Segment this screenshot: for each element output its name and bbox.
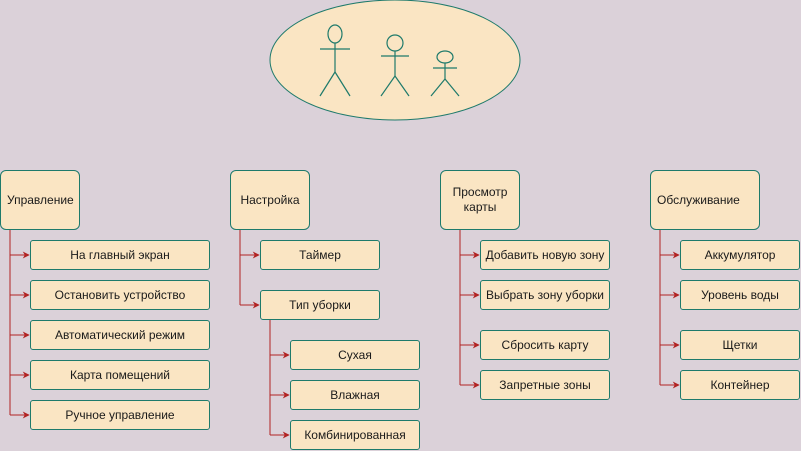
- actors-group: [269, 0, 521, 121]
- item-prosmotr-1: Выбрать зону уборки: [480, 280, 610, 310]
- item-upravlenie-1: Остановить устройство: [30, 280, 210, 310]
- item-upravlenie-2: Автоматический режим: [30, 320, 210, 350]
- item-prosmotr-0: Добавить новую зону: [480, 240, 610, 270]
- item-obsluzhivanie-1: Уровень воды: [680, 280, 800, 310]
- category-nastroyka: Настройка: [230, 170, 310, 230]
- item-obsluzhivanie-2: Щетки: [680, 330, 800, 360]
- category-obsluzhivanie: Обслуживание: [650, 170, 760, 230]
- connectors-group: [9, 230, 680, 439]
- item-upravlenie-4: Ручное управление: [30, 400, 210, 430]
- subitem-nastroyka-1: Влажная: [290, 380, 420, 410]
- category-prosmotr: Просмотр карты: [440, 170, 520, 230]
- stick-figure-icon: [319, 24, 351, 97]
- item-nastroyka-1: Тип уборки: [260, 290, 380, 320]
- item-upravlenie-3: Карта помещений: [30, 360, 210, 390]
- item-obsluzhivanie-0: Аккумулятор: [680, 240, 800, 270]
- stick-figure-icon: [430, 50, 460, 97]
- item-upravlenie-0: На главный экран: [30, 240, 210, 270]
- stick-figure-icon: [380, 34, 410, 97]
- item-prosmotr-2: Сбросить карту: [480, 330, 610, 360]
- category-upravlenie: Управление: [0, 170, 80, 230]
- item-nastroyka-0: Таймер: [260, 240, 380, 270]
- subitem-nastroyka-2: Комбинированная: [290, 420, 420, 450]
- item-obsluzhivanie-3: Контейнер: [680, 370, 800, 400]
- item-prosmotr-3: Запретные зоны: [480, 370, 610, 400]
- subitem-nastroyka-0: Сухая: [290, 340, 420, 370]
